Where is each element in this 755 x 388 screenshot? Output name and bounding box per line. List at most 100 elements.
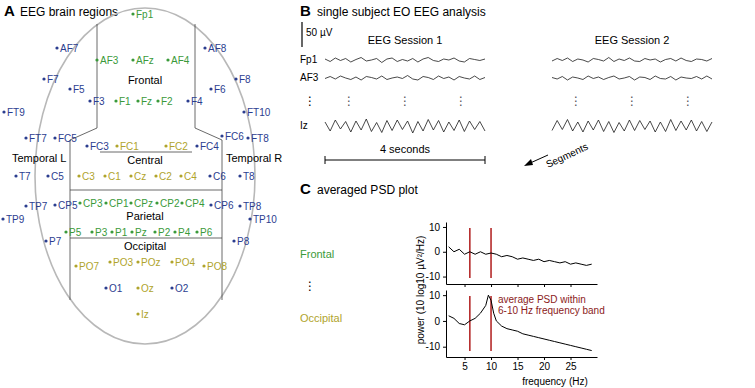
x-tick-mark — [465, 357, 466, 360]
electrode-dot — [164, 144, 167, 147]
y-axis-title: power (10 log10 µV²/Hz) — [415, 236, 426, 345]
electrode-dot — [238, 204, 241, 207]
electrode-label: FC4 — [200, 141, 219, 152]
electrode-label: F2 — [161, 96, 173, 107]
electrode-dot — [170, 286, 173, 289]
electrode-label: TP9 — [6, 214, 25, 225]
electrode-label: T8 — [243, 171, 255, 182]
electrode: P3 — [90, 227, 107, 238]
electrode-dot — [2, 110, 5, 113]
electrode: P2 — [153, 227, 170, 238]
region-label: Temporal L — [12, 152, 66, 164]
electrode: AFz — [131, 55, 153, 66]
annotation: average PSD within — [498, 294, 586, 305]
x-tick: 10 — [486, 357, 498, 372]
electrode: FT10 — [242, 107, 270, 118]
x-tick-mark — [544, 284, 545, 287]
electrode: Pz — [130, 227, 146, 238]
electrode-label: P2 — [158, 227, 171, 238]
electrode-label: O2 — [175, 283, 189, 294]
electrode: CP5 — [53, 200, 77, 211]
electrode-label: P1 — [115, 227, 128, 238]
electrode: FC2 — [164, 141, 188, 152]
electrode: T7 — [14, 171, 31, 182]
electrode: TP10 — [248, 214, 277, 225]
electrode-label: FC6 — [225, 131, 244, 142]
electrode: FC5 — [53, 133, 77, 144]
y-tick-label: -10 — [426, 341, 441, 352]
session-title: EEG Session 2 — [595, 34, 670, 46]
x-tick — [571, 284, 572, 287]
electrode-dot — [136, 312, 139, 315]
y-tick: -10 — [426, 271, 446, 282]
electrode-dot — [246, 136, 249, 139]
annotation: 6-10 Hz frequency band — [498, 305, 605, 316]
ellipsis: ⋮ — [455, 94, 467, 108]
electrode: C4 — [179, 171, 197, 182]
eeg-trace — [325, 58, 485, 63]
electrode-dot — [24, 204, 27, 207]
electrode: AF8 — [203, 43, 226, 54]
electrode-label: CP6 — [214, 200, 234, 211]
y-tick-label: 0 — [434, 246, 440, 257]
electrode-dot — [115, 144, 118, 147]
electrode-label: P6 — [200, 227, 213, 238]
psd-chart: Frontal100-10 — [300, 222, 598, 287]
electrode: TP7 — [24, 201, 47, 212]
x-tick-mark — [571, 284, 572, 287]
electrode: Cz — [129, 171, 146, 182]
electrode-dot — [180, 201, 183, 204]
time-scale-bar: 4 seconds — [325, 143, 485, 164]
electrode: FT7 — [24, 133, 47, 144]
electrode-dot — [64, 230, 67, 233]
electrode-dot — [108, 260, 111, 263]
y-tick: -10 — [426, 341, 446, 352]
electrode-label: C5 — [51, 171, 64, 182]
electrode-dot — [209, 203, 212, 206]
electrode: CP6 — [209, 200, 233, 211]
electrode-label: F8 — [239, 74, 251, 85]
region-boundary — [195, 24, 222, 300]
electrode: CP2 — [155, 198, 179, 209]
electrode-label: TP7 — [29, 201, 48, 212]
ellipsis: ⋮ — [304, 94, 316, 108]
electrode-dot — [166, 58, 169, 61]
time-scale-line — [325, 160, 485, 161]
amplitude-scale-bar — [301, 22, 302, 47]
x-tick: 5 — [462, 357, 468, 372]
electrode-label: FC3 — [90, 141, 109, 152]
region-label: Parietal — [126, 210, 163, 222]
electrode-label: Fp1 — [136, 9, 154, 20]
electrode-label: CP1 — [109, 198, 129, 209]
electrode-label: P7 — [49, 236, 62, 247]
channel-label: AF3 — [300, 72, 319, 83]
x-tick-mark — [544, 357, 545, 360]
electrode-dot — [186, 99, 189, 102]
electrode-dot — [42, 77, 45, 80]
electrode: Fp1 — [131, 9, 153, 20]
electrode-label: CP4 — [185, 198, 205, 209]
panel-title: averaged PSD plot — [317, 183, 418, 197]
electrode: Iz — [136, 309, 148, 320]
electrode-label: Fz — [141, 96, 152, 107]
electrode-label: P5 — [69, 227, 82, 238]
electrode-dot — [14, 174, 17, 177]
x-tick-mark — [518, 284, 519, 287]
electrode-label: PO4 — [175, 257, 195, 268]
electrode: FC4 — [195, 141, 219, 152]
electrode: Fz — [136, 96, 152, 107]
y-axis-line — [446, 291, 447, 358]
panel-b: Bsingle subject EO EEG analysis50 µVFp1A… — [300, 2, 712, 170]
y-tick-label: 0 — [434, 316, 440, 327]
electrode: C6 — [208, 171, 226, 182]
electrode-label: C1 — [108, 171, 121, 182]
region-boundary — [70, 238, 222, 239]
y-tick: 0 — [434, 316, 446, 327]
electrode-dot — [104, 201, 107, 204]
electrode-dot — [114, 99, 117, 102]
x-tick: 15 — [512, 357, 524, 372]
electrode-label: C3 — [82, 171, 95, 182]
plot-marks — [449, 228, 592, 278]
electrode-dot — [208, 174, 211, 177]
electrode: P5 — [64, 227, 81, 238]
